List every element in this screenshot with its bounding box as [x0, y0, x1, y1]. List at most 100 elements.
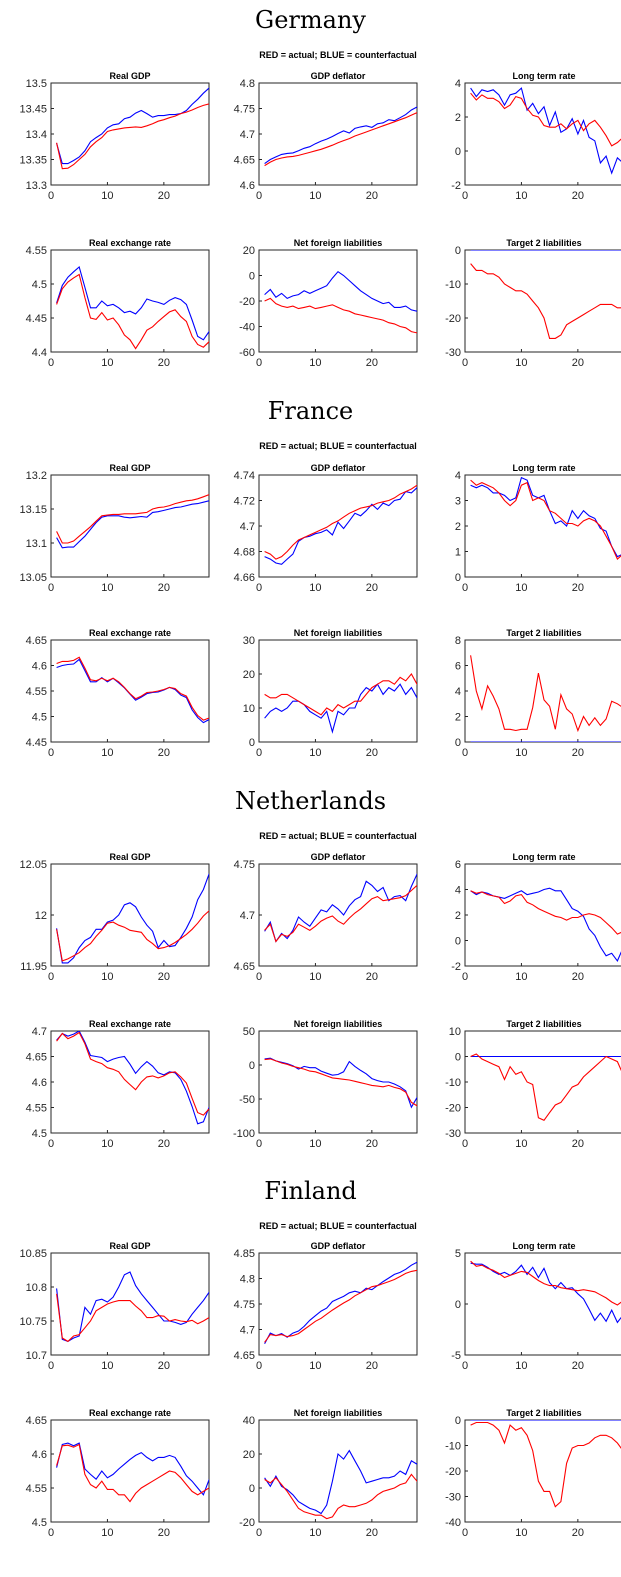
y-tick-label: 2 — [455, 112, 461, 124]
series-line-actual — [264, 112, 417, 167]
y-tick-label: 20 — [243, 669, 255, 681]
series-line-actual — [470, 1260, 621, 1306]
panel-title: Net foreign liabilities — [294, 238, 383, 248]
x-tick-label: 0 — [462, 190, 468, 202]
y-tick-label: 4.68 — [234, 547, 255, 559]
axes-box — [258, 1419, 418, 1523]
panel-gdp-deflator: GDP deflator 4.6 4.65 4.7 4.75 4.8 0 10 20 — [234, 71, 418, 202]
x-tick-label: 10 — [309, 1527, 321, 1539]
panel-net-foreign-liabilities: Net foreign liabilities 0 10 20 30 0 10 20 — [243, 628, 418, 759]
legend-note: RED = actual; BLUE = counterfactual — [259, 441, 417, 451]
series-line-counterfactual — [56, 658, 209, 724]
series-line-counterfactual — [264, 487, 417, 565]
y-tick-label: 4.4 — [32, 347, 47, 359]
y-tick-label: -30 — [445, 347, 461, 359]
x-tick-label: 10 — [515, 582, 527, 594]
legend-note: RED = actual; BLUE = counterfactual — [259, 831, 417, 841]
x-tick-label: 10 — [309, 1360, 321, 1372]
country-block-netherlands: Netherlands RED = actual; BLUE = counterf… — [19, 787, 621, 1150]
y-tick-label: 4.45 — [26, 737, 47, 749]
y-tick-label: 4.45 — [26, 313, 47, 325]
axes-box — [258, 1030, 418, 1134]
y-tick-label: 4.8 — [240, 1274, 255, 1286]
panel-title: Target 2 liabilities — [506, 1408, 581, 1418]
series-line-counterfactual — [56, 1442, 209, 1496]
y-tick-label: 13.5 — [26, 78, 47, 90]
panel-gdp-deflator: GDP deflator 4.65 4.7 4.75 4.8 4.85 0 10 20 — [234, 1241, 418, 1372]
panel-title: Long term rate — [512, 852, 575, 862]
panel-title: Target 2 liabilities — [506, 1019, 581, 1029]
panel-real-gdp: Real GDP 13.3 13.35 13.4 13.45 13.5 0 10 20 — [19, 71, 210, 202]
x-tick-label: 20 — [366, 1138, 378, 1150]
y-tick-label: 0 — [455, 146, 461, 158]
y-tick-label: -30 — [445, 1492, 461, 1504]
panel-gdp-deflator: GDP deflator 4.66 4.68 4.7 4.72 4.74 0 10 20 — [234, 463, 418, 594]
series-line-actual — [264, 673, 417, 716]
y-tick-label: 10.7 — [26, 1350, 47, 1362]
axes-box — [258, 249, 418, 353]
country-block-germany: Germany RED = actual; BLUE = counterfactu… — [19, 6, 621, 369]
series-line-counterfactual — [56, 1271, 209, 1343]
y-tick-label: -5 — [451, 1350, 461, 1362]
x-tick-label: 20 — [158, 357, 170, 369]
panel-title: Long term rate — [512, 463, 575, 473]
axes-box — [464, 1030, 621, 1134]
y-tick-label: 4 — [455, 686, 461, 698]
panel-title: Long term rate — [512, 1241, 575, 1251]
panel-title: Real GDP — [109, 1241, 150, 1251]
axes-box — [50, 1252, 210, 1356]
y-tick-label: 13.1 — [26, 538, 47, 550]
series-line-actual — [470, 92, 621, 147]
panel-real-exchange-rate: Real exchange rate 4.5 4.55 4.6 4.65 0 10 20 — [26, 1408, 210, 1539]
axes-box — [50, 639, 210, 743]
series-line-actual — [470, 1421, 621, 1508]
panel-target-2-liabilities: Target 2 liabilities -30 -20 -10 0 10 0 10 20 — [445, 1019, 621, 1150]
x-tick-label: 0 — [462, 1138, 468, 1150]
y-tick-label: 4.5 — [32, 279, 47, 291]
x-tick-label: 10 — [101, 1138, 113, 1150]
panel-title: Real exchange rate — [89, 1019, 171, 1029]
y-tick-label: 4.6 — [32, 661, 47, 673]
y-tick-label: 5 — [455, 1248, 461, 1260]
x-tick-label: 20 — [366, 357, 378, 369]
x-tick-label: 20 — [366, 971, 378, 983]
x-tick-label: 0 — [256, 971, 262, 983]
x-tick-label: 10 — [515, 190, 527, 202]
x-tick-label: 20 — [158, 582, 170, 594]
y-tick-label: 0 — [455, 1415, 461, 1427]
y-tick-label: 4.66 — [234, 572, 255, 584]
y-tick-label: 4.7 — [32, 1026, 47, 1038]
y-tick-label: 8 — [455, 635, 461, 647]
series-line-actual — [56, 494, 209, 544]
panel-net-foreign-liabilities: Net foreign liabilities -100 -50 0 50 0 10 20 — [233, 1019, 418, 1150]
axes-box — [50, 474, 210, 578]
axes-box — [258, 474, 418, 578]
y-tick-label: -20 — [445, 1103, 461, 1115]
panel-real-exchange-rate: Real exchange rate 4.45 4.5 4.55 4.6 4.65 0 10 2… — [26, 628, 210, 759]
x-tick-label: 10 — [101, 357, 113, 369]
y-tick-label: 40 — [243, 1415, 255, 1427]
series-line-counterfactual — [264, 1449, 417, 1515]
x-tick-label: 10 — [515, 357, 527, 369]
y-tick-label: 4.7 — [240, 129, 255, 141]
axes-box — [258, 639, 418, 743]
x-tick-label: 20 — [572, 1527, 584, 1539]
panel-target-2-liabilities: Target 2 liabilities 0 2 4 6 8 0 10 20 — [455, 628, 621, 759]
panel-target-2-liabilities: Target 2 liabilities -30 -20 -10 0 0 10 20 — [445, 238, 621, 369]
y-tick-label: 13.4 — [26, 129, 47, 141]
country-title: France — [268, 397, 354, 425]
x-tick-label: 20 — [158, 1360, 170, 1372]
country-title: Netherlands — [235, 787, 386, 815]
x-tick-label: 10 — [309, 971, 321, 983]
panel-title: Long term rate — [512, 71, 575, 81]
x-tick-label: 20 — [572, 971, 584, 983]
y-tick-label: 4 — [455, 470, 461, 482]
y-tick-label: 11.95 — [20, 961, 47, 973]
y-tick-label: 0 — [455, 1299, 461, 1311]
y-tick-label: -10 — [445, 1441, 461, 1453]
x-tick-label: 0 — [48, 1138, 54, 1150]
y-tick-label: -100 — [233, 1128, 255, 1140]
legend-note: RED = actual; BLUE = counterfactual — [259, 50, 417, 60]
